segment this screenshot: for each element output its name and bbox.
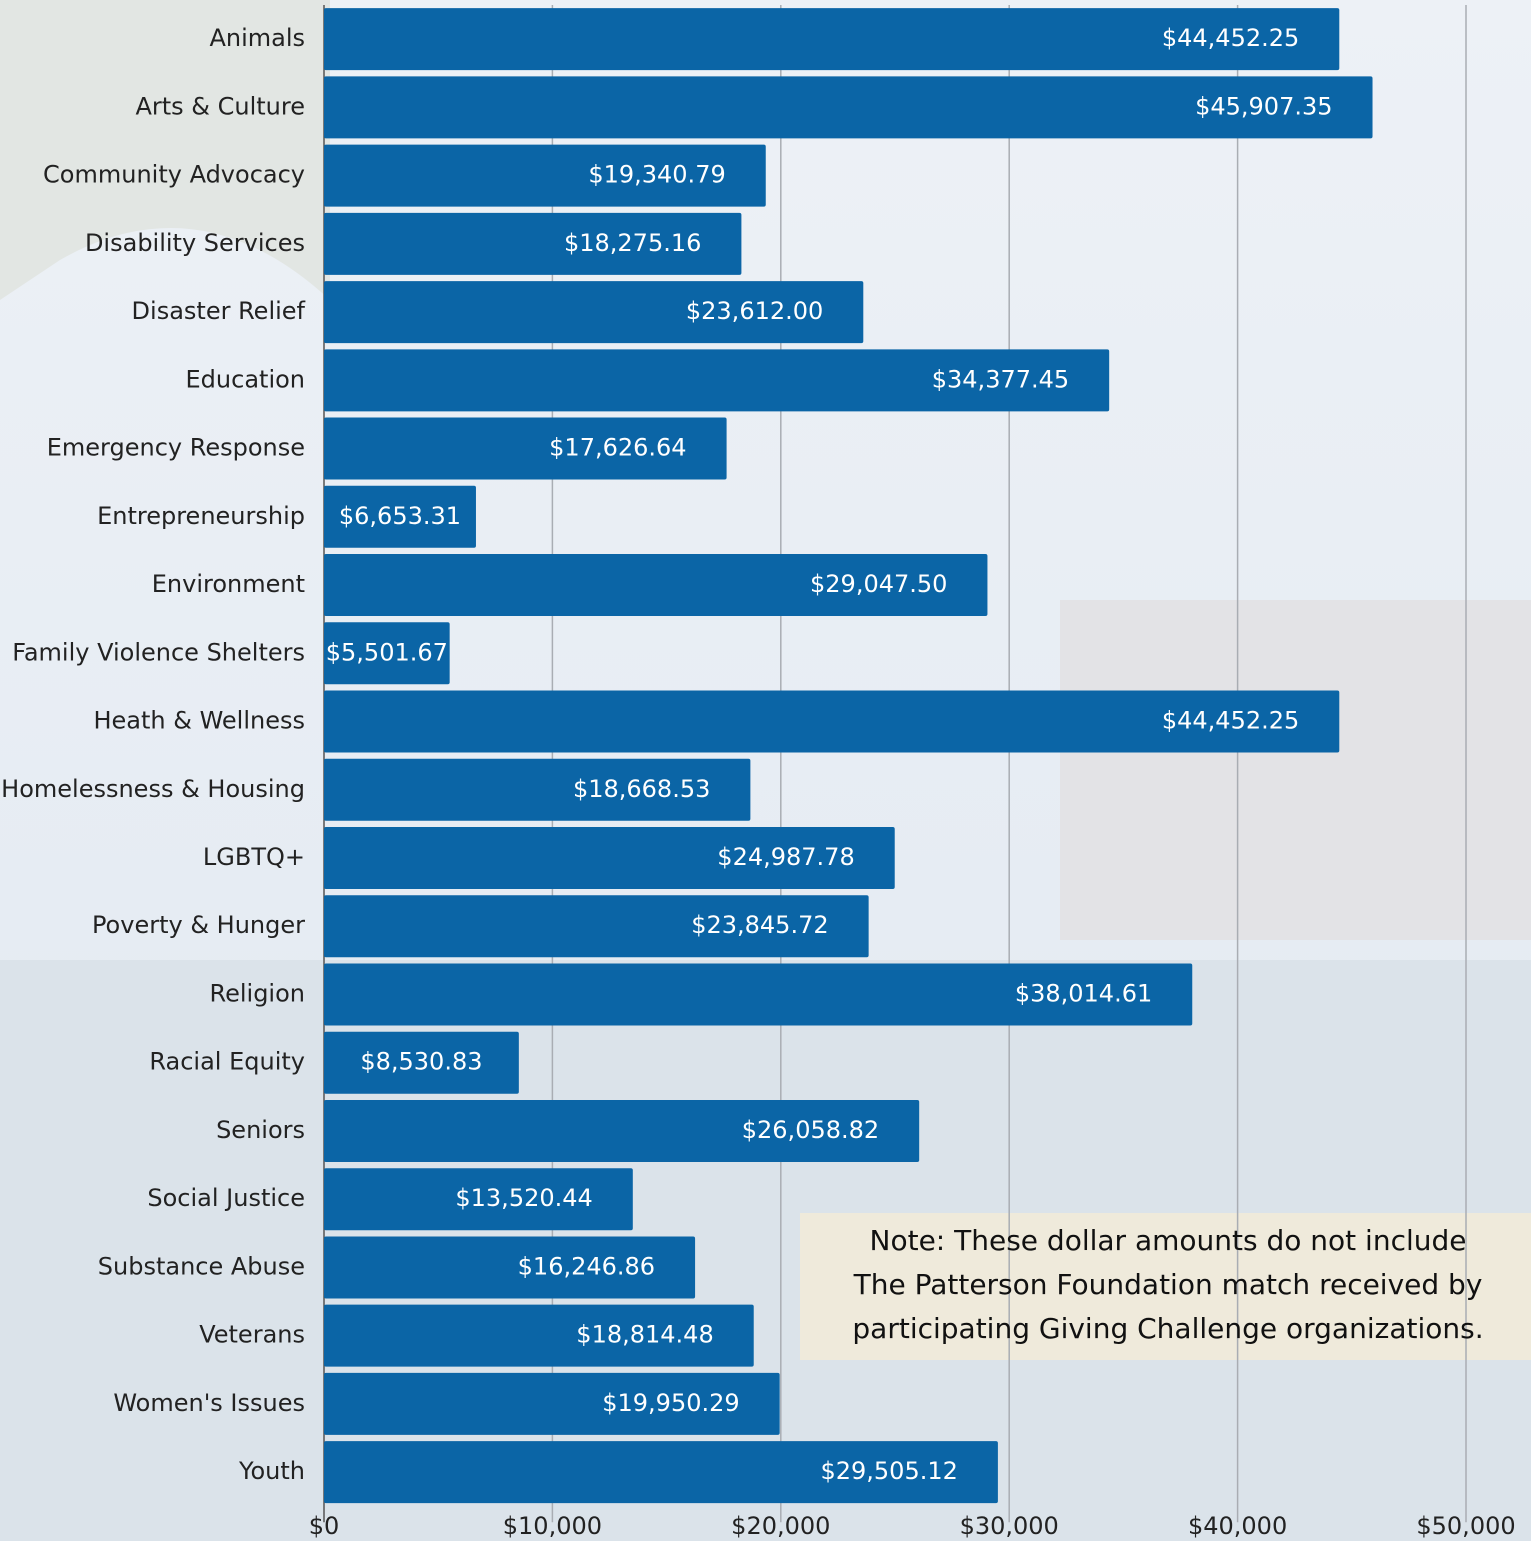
note-box <box>800 1213 1531 1360</box>
y-tick-label: Substance Abuse <box>98 1252 305 1280</box>
value-label: $24,987.78 <box>717 843 854 871</box>
y-tick-label: Community Advocacy <box>43 161 305 189</box>
bar <box>324 212 742 275</box>
value-label: $44,452.25 <box>1162 707 1299 735</box>
y-tick-label: Disability Services <box>85 229 305 257</box>
value-label: $45,907.35 <box>1195 92 1332 120</box>
bar <box>324 963 1193 1026</box>
bar <box>324 895 869 958</box>
x-tick-label: $0 <box>309 1512 340 1540</box>
y-tick-label: Religion <box>210 979 306 1007</box>
value-label: $34,377.45 <box>932 365 1069 393</box>
bar <box>324 1372 780 1435</box>
note-text: Note: These dollar amounts do not includ… <box>870 1224 1467 1257</box>
bar <box>324 1304 754 1367</box>
y-tick-label: Youth <box>238 1457 305 1485</box>
value-label: $23,845.72 <box>691 911 828 939</box>
value-label: $23,612.00 <box>686 297 823 325</box>
value-label: $17,626.64 <box>549 434 686 462</box>
value-label: $16,246.86 <box>518 1252 655 1280</box>
x-tick-label: $40,000 <box>1188 1512 1287 1540</box>
y-tick-label: LGBTQ+ <box>203 843 305 871</box>
bar <box>324 1236 696 1299</box>
value-label: $13,520.44 <box>455 1184 592 1212</box>
value-label: $44,452.25 <box>1162 24 1299 52</box>
y-tick-label: Disaster Relief <box>132 297 306 325</box>
value-label: $38,014.61 <box>1015 979 1152 1007</box>
value-label: $19,340.79 <box>588 161 725 189</box>
bar <box>324 1031 519 1094</box>
value-label: $26,058.82 <box>742 1116 879 1144</box>
value-label: $29,505.12 <box>820 1457 957 1485</box>
y-tick-label: Education <box>186 365 305 393</box>
y-tick-label: Animals <box>209 24 305 52</box>
photo-bridge <box>0 0 330 300</box>
x-tick-label: $20,000 <box>731 1512 830 1540</box>
bar <box>324 554 988 617</box>
value-label: $29,047.50 <box>810 570 947 598</box>
bar <box>324 758 751 821</box>
value-label: $19,950.29 <box>602 1389 739 1417</box>
y-tick-label: Heath & Wellness <box>93 707 305 735</box>
note-text: The Patterson Foundation match received … <box>853 1268 1483 1301</box>
photo-buildings <box>1060 600 1531 940</box>
x-tick-label: $10,000 <box>503 1512 602 1540</box>
value-label: $6,653.31 <box>339 502 461 530</box>
y-tick-label: Racial Equity <box>149 1048 305 1076</box>
bar <box>324 76 1373 139</box>
note-text: participating Giving Challenge organizat… <box>852 1312 1483 1345</box>
bar <box>324 827 895 889</box>
value-label: $5,501.67 <box>326 638 448 666</box>
y-tick-label: Poverty & Hunger <box>92 911 305 939</box>
value-label: $8,530.83 <box>360 1048 482 1076</box>
value-label: $18,668.53 <box>573 775 710 803</box>
x-tick-label: $50,000 <box>1416 1512 1515 1540</box>
bar <box>324 690 1340 753</box>
bar <box>324 1168 633 1231</box>
bar <box>324 622 450 685</box>
bar <box>324 485 476 548</box>
y-tick-label: Veterans <box>199 1321 305 1349</box>
y-tick-label: Environment <box>152 570 305 598</box>
bar <box>324 281 864 344</box>
y-tick-label: Social Justice <box>147 1184 305 1212</box>
y-tick-label: Family Violence Shelters <box>12 638 305 666</box>
bar <box>324 1099 920 1162</box>
y-tick-label: Women's Issues <box>113 1389 305 1417</box>
y-tick-label: Homelessness & Housing <box>1 775 305 803</box>
y-tick-label: Seniors <box>216 1116 305 1144</box>
value-label: $18,814.48 <box>576 1321 713 1349</box>
bar <box>324 8 1340 71</box>
x-tick-label: $30,000 <box>960 1512 1059 1540</box>
bar <box>324 1441 998 1504</box>
y-tick-label: Arts & Culture <box>135 92 305 120</box>
y-tick-label: Emergency Response <box>47 434 305 462</box>
bar <box>324 349 1110 412</box>
value-label: $18,275.16 <box>564 229 701 257</box>
bar <box>324 417 727 480</box>
bar <box>324 144 766 207</box>
y-tick-label: Entrepreneurship <box>97 502 305 530</box>
